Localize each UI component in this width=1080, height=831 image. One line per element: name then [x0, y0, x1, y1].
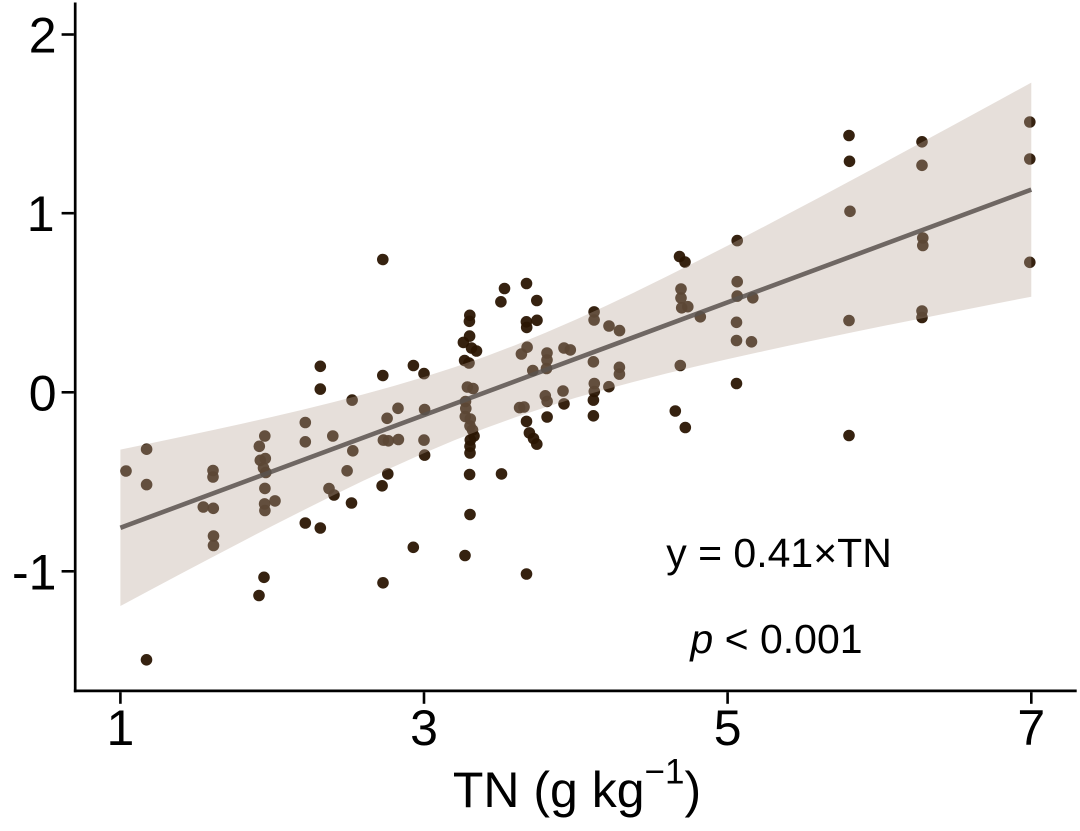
svg-text:-1: -1	[12, 544, 56, 600]
svg-text:1: 1	[106, 700, 134, 756]
svg-text:2: 2	[29, 8, 57, 64]
svg-text:5: 5	[714, 700, 742, 756]
svg-text:y = 0.41×TN: y = 0.41×TN	[666, 530, 892, 576]
svg-text:7: 7	[1017, 700, 1045, 756]
svg-text:1: 1	[27, 186, 55, 242]
svg-text:0: 0	[29, 365, 57, 421]
svg-text:p < 0.001: p < 0.001	[688, 616, 862, 662]
svg-text:3: 3	[410, 700, 438, 756]
